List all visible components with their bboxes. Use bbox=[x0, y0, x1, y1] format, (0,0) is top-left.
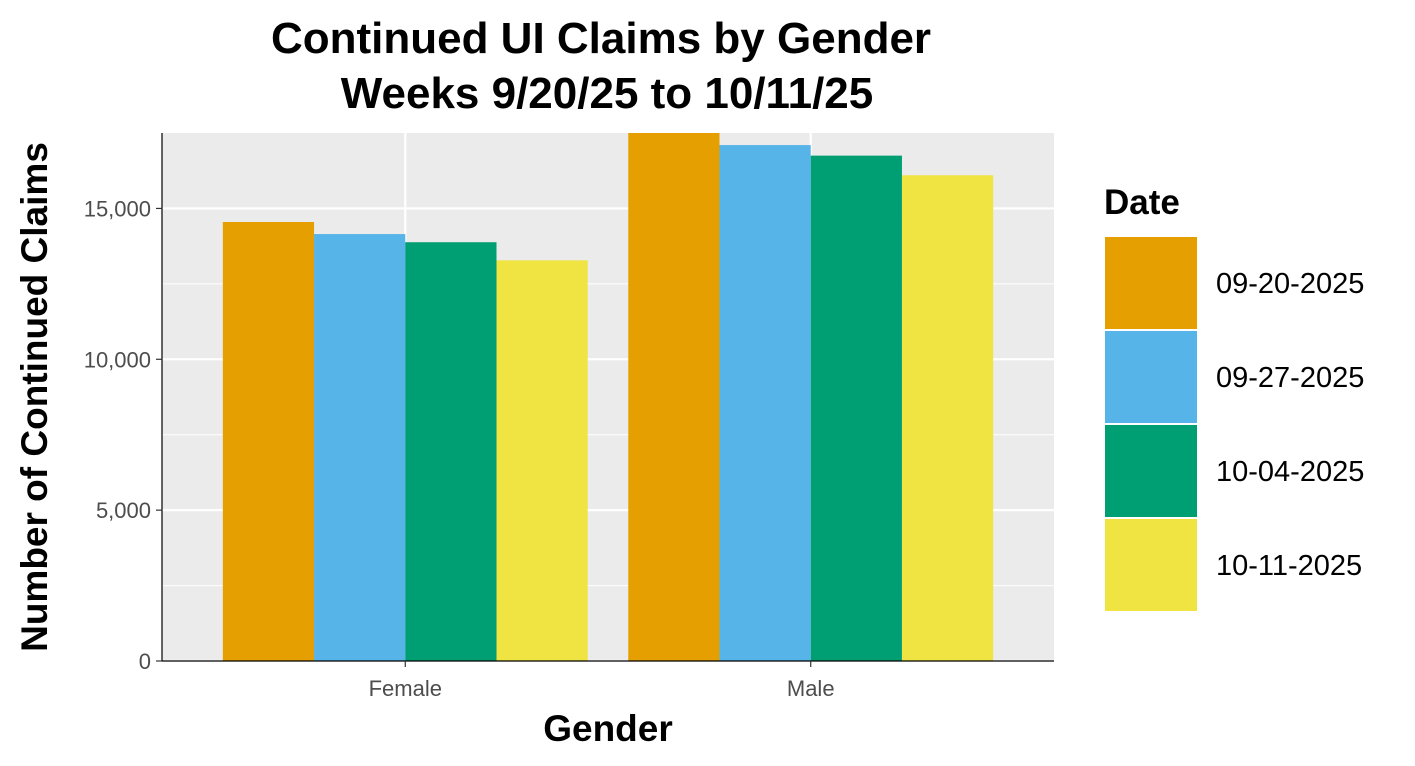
legend-key-09-27-2025 bbox=[1103, 329, 1199, 425]
bar-female-10-11-2025 bbox=[496, 260, 588, 661]
x-axis-title: Gender bbox=[543, 708, 673, 749]
legend-key-09-20-2025 bbox=[1103, 235, 1199, 331]
chart-title: Continued UI Claims by Gender bbox=[271, 14, 931, 63]
legend-label: 09-27-2025 bbox=[1216, 362, 1364, 394]
y-tick-label: 10,000 bbox=[84, 347, 151, 372]
bar-male-09-20-2025 bbox=[628, 133, 720, 661]
y-tick-label: 15,000 bbox=[84, 196, 151, 221]
chart-subtitle: Weeks 9/20/25 to 10/11/25 bbox=[341, 69, 873, 118]
bar-male-10-11-2025 bbox=[901, 175, 994, 662]
legend: 09-20-2025 09-27-2025 10-04-2025 10-11-2025 bbox=[1103, 235, 1364, 613]
legend-title: Date bbox=[1104, 183, 1180, 222]
legend-key-10-04-2025 bbox=[1103, 423, 1199, 519]
bar-female-09-20-2025 bbox=[222, 222, 315, 661]
bar-male-10-04-2025 bbox=[810, 155, 902, 661]
legend-label: 09-20-2025 bbox=[1216, 268, 1364, 300]
legend-label: 10-04-2025 bbox=[1216, 456, 1364, 488]
bar-female-09-27-2025 bbox=[314, 234, 406, 661]
x-tick-label: Female bbox=[369, 676, 442, 701]
bars bbox=[222, 133, 994, 662]
y-axis-title: Number of Continued Claims bbox=[14, 142, 55, 652]
bar-female-10-04-2025 bbox=[405, 242, 497, 661]
legend-label: 10-11-2025 bbox=[1216, 550, 1362, 582]
axes: 0 5,000 10,000 15,000 Female Male bbox=[84, 133, 1054, 701]
y-tick-label: 5,000 bbox=[96, 498, 151, 523]
legend-key-10-11-2025 bbox=[1103, 517, 1199, 613]
bar-male-09-27-2025 bbox=[719, 145, 811, 661]
y-tick-label: 0 bbox=[139, 649, 151, 674]
x-tick-label: Male bbox=[787, 676, 835, 701]
